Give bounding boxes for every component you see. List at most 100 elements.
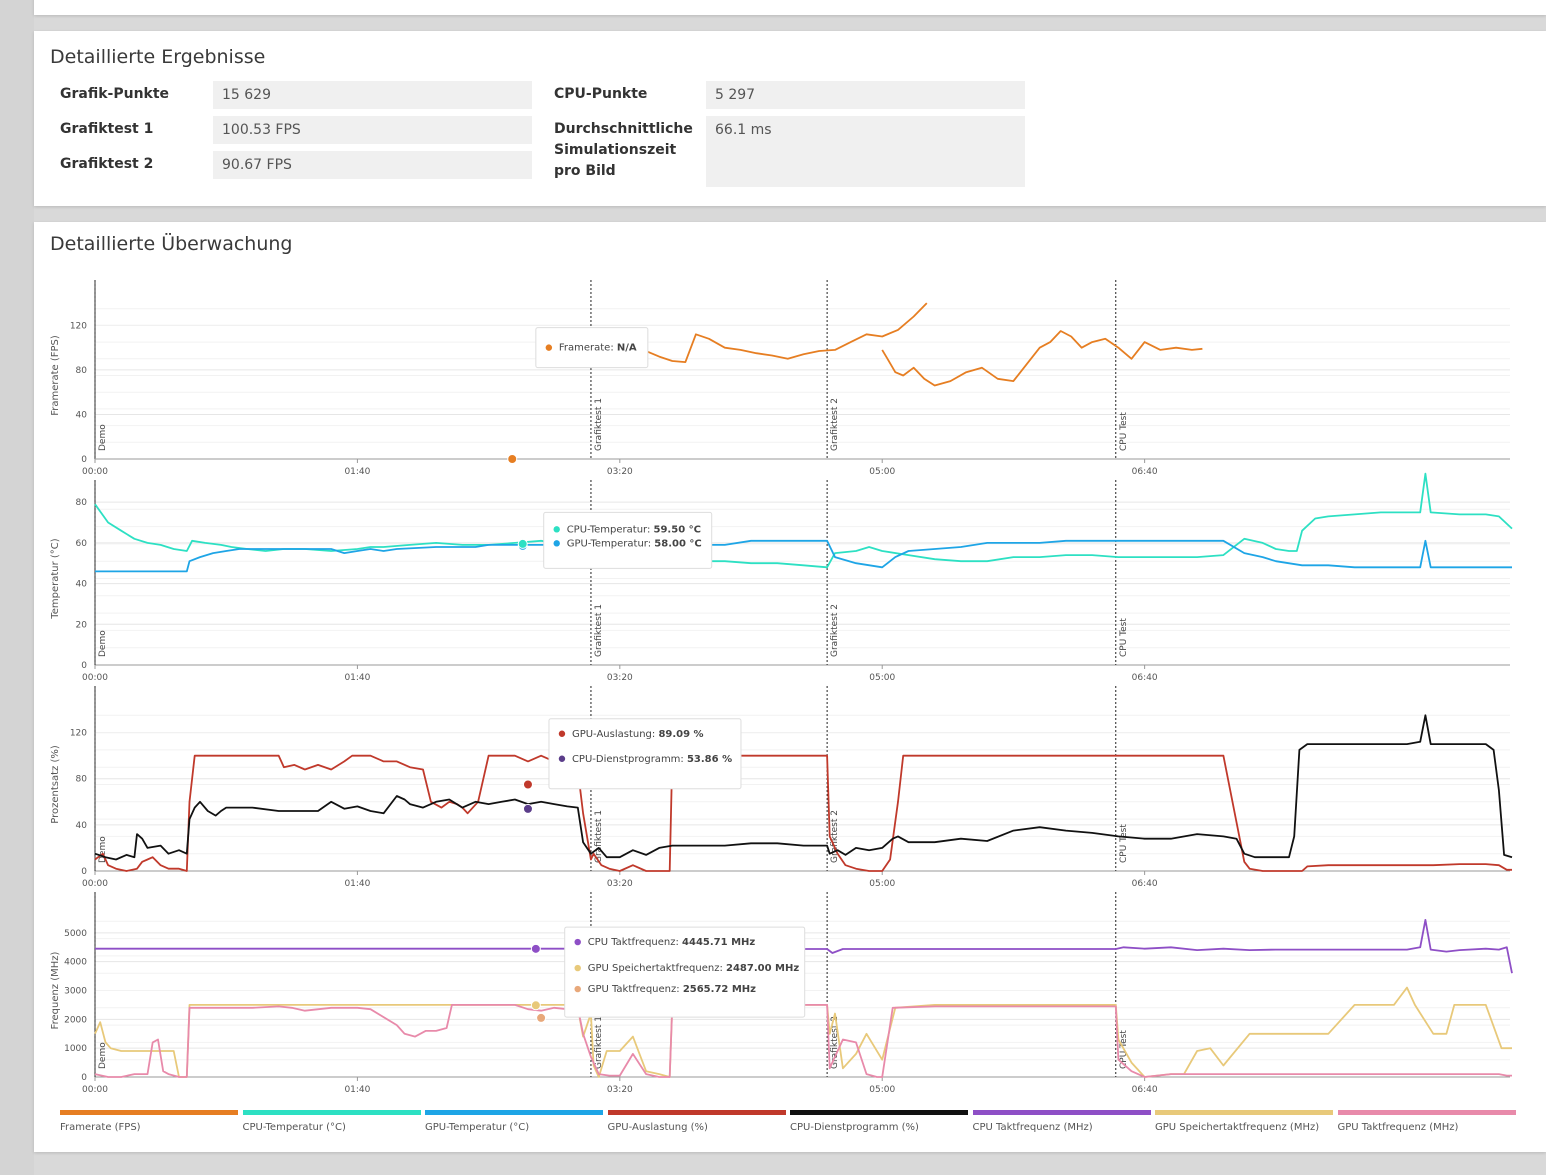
result-label-graphics-test-2: Grafiktest 2 (60, 156, 154, 172)
result-value-graphics-score: 15 629 (213, 81, 532, 109)
tooltip-text: CPU Taktfrequenz: 4445.71 MHz (588, 937, 756, 948)
legend-swatch (60, 1110, 238, 1115)
y-tick-label: 0 (81, 455, 87, 465)
y-axis-label: Temperatur (°C) (50, 538, 61, 619)
legend-label: GPU Speichertaktfrequenz (MHz) (1155, 1122, 1320, 1133)
tooltip-text: GPU Taktfrequenz: 2565.72 MHz (588, 984, 756, 995)
legend-item[interactable]: CPU Taktfrequenz (MHz) (972, 1110, 1151, 1133)
summary-card (34, 0, 1546, 15)
series-line (94, 472, 1513, 569)
section-label: Demo (98, 836, 108, 863)
section-label: Grafiktest 1 (594, 604, 604, 657)
result-value-graphics-test-1: 100.53 FPS (213, 116, 532, 144)
section-label: Grafiktest 1 (594, 810, 604, 863)
tooltip (543, 511, 713, 569)
y-tick-label: 80 (76, 366, 88, 376)
results-title: Detaillierte Ergebnisse (50, 46, 266, 68)
legend-label: GPU-Temperatur (°C) (425, 1122, 530, 1133)
monitoring-title: Detaillierte Überwachung (50, 233, 293, 255)
series-line (94, 986, 1512, 1078)
x-tick-label: 05:00 (869, 673, 895, 683)
tooltip (548, 718, 742, 790)
legend-swatch (607, 1110, 786, 1115)
legend-swatch (1155, 1110, 1333, 1115)
tooltip-dot (574, 938, 581, 946)
legend-label: GPU-Auslastung (%) (607, 1122, 708, 1133)
tooltip-text: GPU Speichertaktfrequenz: 2487.00 MHz (588, 963, 800, 974)
hover-marker (517, 538, 528, 549)
legend-item[interactable]: Framerate (FPS) (60, 1110, 238, 1133)
y-axis-label: Prozentsatz (%) (50, 745, 61, 824)
y-tick-label: 4000 (64, 958, 87, 968)
legend-item[interactable]: GPU-Auslastung (%) (607, 1110, 786, 1133)
legend-label: Framerate (FPS) (60, 1122, 141, 1133)
legend-item[interactable]: GPU Speichertaktfrequenz (MHz) (1155, 1110, 1333, 1133)
result-label-simulation-time: Durchschnittliche Simulationszeit pro Bi… (554, 121, 693, 179)
x-tick-label: 01:40 (344, 467, 370, 477)
tooltip-dot (574, 964, 581, 972)
x-tick-label: 03:20 (607, 673, 633, 683)
y-tick-label: 2000 (64, 1015, 87, 1025)
y-tick-label: 0 (81, 867, 87, 877)
legend-label: CPU-Temperatur (°C) (242, 1122, 346, 1133)
legend-item[interactable]: GPU-Temperatur (°C) (425, 1110, 603, 1133)
tooltip-dot (558, 755, 566, 762)
x-tick-label: 03:20 (607, 879, 633, 889)
hover-marker (522, 803, 533, 814)
hover-marker (522, 779, 533, 790)
y-tick-label: 1000 (64, 1044, 87, 1054)
section-label: Grafiktest 1 (594, 398, 604, 451)
results-card: Detaillierte Ergebnisse Grafik-Punkte 15… (34, 31, 1546, 206)
x-tick-label: 00:00 (82, 673, 108, 683)
section-label: CPU Test (1119, 824, 1129, 863)
y-axis-label: Framerate (FPS) (50, 335, 61, 416)
legend-item[interactable]: CPU-Dienstprogramm (%) (790, 1110, 968, 1133)
hover-marker (507, 454, 518, 464)
legend-item[interactable]: GPU Taktfrequenz (MHz) (1337, 1110, 1516, 1133)
series-line (95, 919, 1513, 974)
result-value-cpu-score: 5 297 (706, 81, 1025, 109)
x-tick-label: 05:00 (869, 467, 895, 477)
legend-label: GPU Taktfrequenz (MHz) (1337, 1122, 1459, 1133)
y-tick-label: 80 (76, 775, 88, 785)
legend-swatch (790, 1110, 968, 1115)
hover-marker (536, 1012, 547, 1023)
series-line (643, 302, 928, 363)
x-tick-label: 01:40 (344, 673, 370, 683)
x-tick-label: 00:00 (82, 879, 108, 889)
x-tick-label: 00:00 (82, 467, 108, 477)
section-label: Grafiktest 2 (830, 810, 840, 863)
tooltip-text: Framerate: N/A (559, 343, 637, 354)
y-tick-label: 20 (76, 620, 88, 630)
background-decor (0, 0, 34, 1175)
x-tick-label: 03:20 (607, 467, 633, 477)
y-tick-label: 0 (81, 661, 87, 671)
legend-swatch (1337, 1110, 1516, 1115)
y-tick-label: 5000 (64, 929, 87, 939)
y-tick-label: 120 (70, 321, 87, 331)
legend-item[interactable]: CPU-Temperatur (°C) (242, 1110, 421, 1133)
series-line (95, 539, 1512, 573)
x-tick-label: 06:40 (1132, 1085, 1158, 1095)
section-label: Demo (98, 630, 108, 657)
tooltip-text: GPU-Auslastung: 89.09 % (572, 729, 704, 740)
legend-label: CPU Taktfrequenz (MHz) (972, 1122, 1093, 1133)
y-tick-label: 0 (81, 1073, 87, 1083)
tooltip (564, 926, 806, 1018)
y-tick-label: 120 (70, 729, 87, 739)
legend-swatch (242, 1110, 421, 1115)
x-tick-label: 06:40 (1132, 673, 1158, 683)
x-tick-label: 00:00 (82, 1085, 108, 1095)
tooltip (535, 327, 649, 369)
section-label: Demo (98, 1042, 108, 1069)
tooltip-dot (553, 526, 560, 533)
section-label: Grafiktest 2 (830, 398, 840, 451)
section-label: Grafiktest 2 (830, 1016, 840, 1069)
section-label: CPU Test (1119, 618, 1129, 657)
series-line (94, 714, 1513, 861)
legend-swatch (425, 1110, 603, 1115)
y-tick-label: 80 (76, 498, 88, 508)
result-value-graphics-test-2: 90.67 FPS (213, 151, 532, 179)
x-tick-label: 05:00 (869, 879, 895, 889)
